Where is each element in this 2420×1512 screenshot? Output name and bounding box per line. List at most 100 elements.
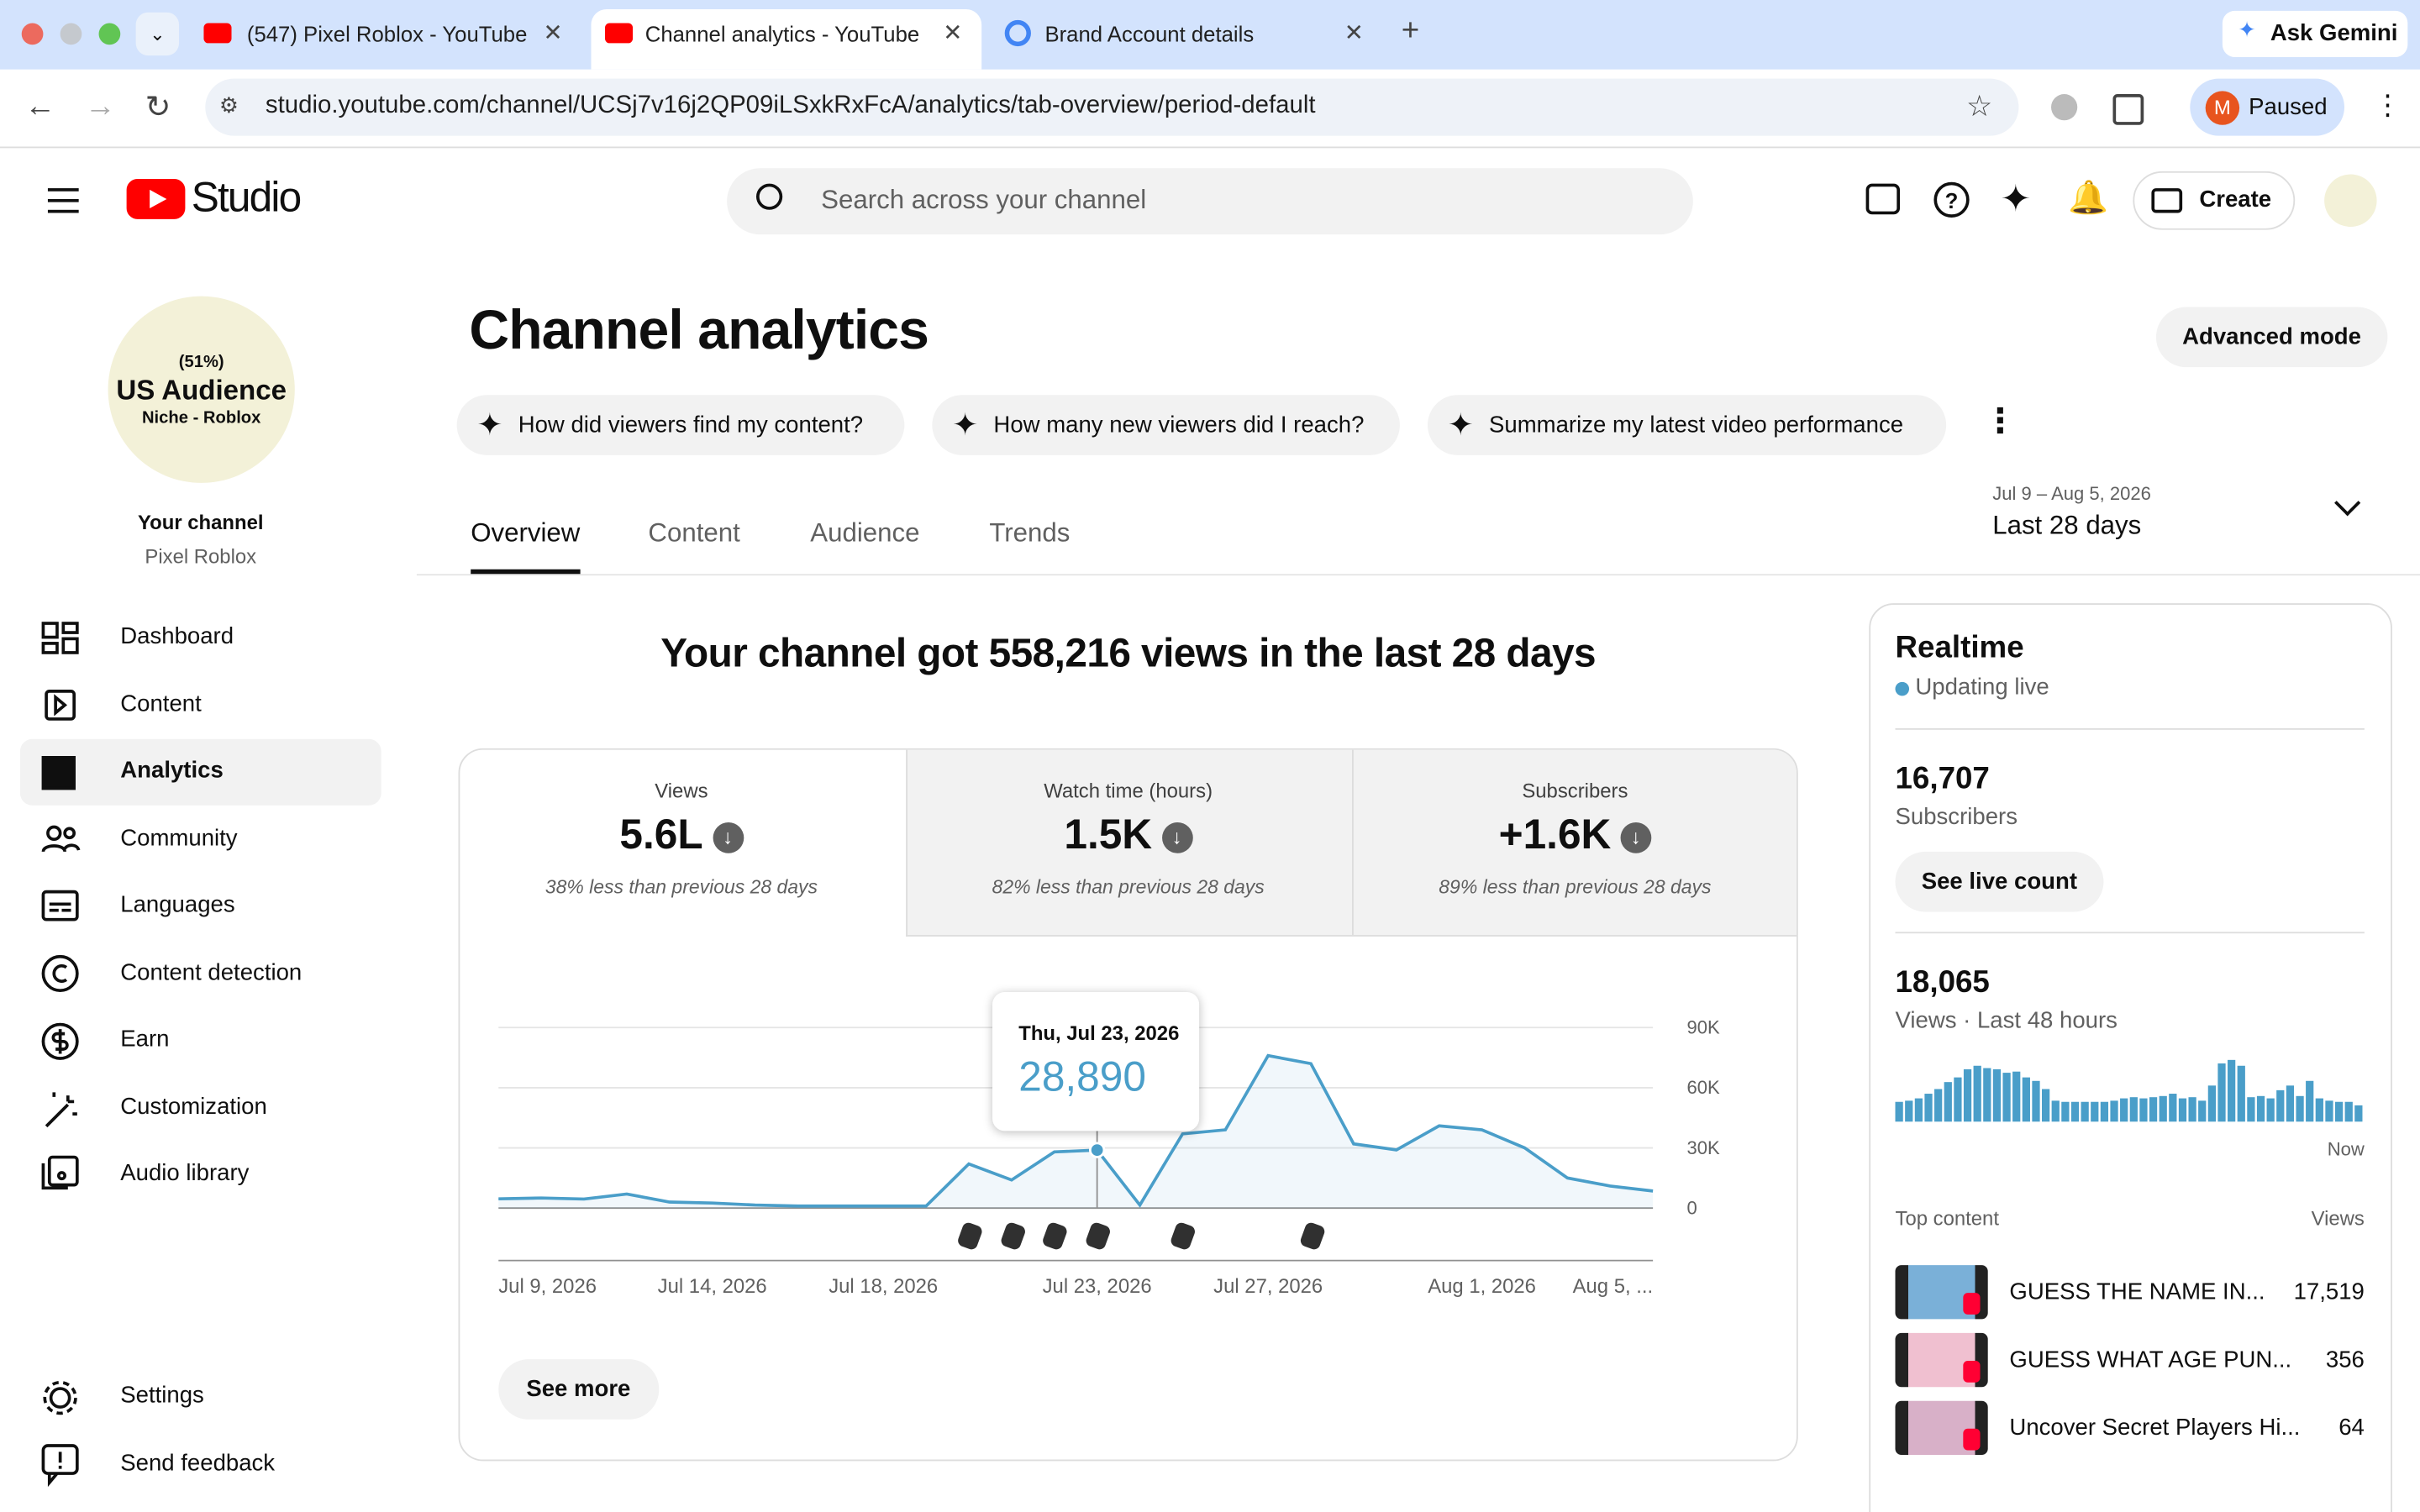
- notifications[interactable]: 🔔: [2068, 180, 2109, 217]
- tooltip-value: 28,890: [1018, 1053, 1146, 1100]
- create-button[interactable]: [2133, 171, 2296, 230]
- suggestion-chip[interactable]: ✦ How many new viewers did I reach?: [932, 395, 1400, 455]
- divider: [1895, 932, 2365, 934]
- x-tick-label: Jul 23, 2026: [1043, 1275, 1152, 1298]
- url[interactable]: studio.youtube.com/channel/UCSj7v16j2QP0…: [265, 92, 1316, 119]
- suggestion[interactable]: Summarize my latest video performance: [1489, 412, 1904, 438]
- x-tick-label: Jul 9, 2026: [498, 1275, 597, 1298]
- metric-value: +1.6K ↓: [1352, 811, 1798, 859]
- tooltip: Thu, Jul 23, 2026 28,890: [992, 992, 1200, 1131]
- create-label[interactable]: Create: [2199, 186, 2272, 213]
- active-tab[interactable]: [591, 9, 982, 70]
- logo-icon[interactable]: [126, 179, 186, 219]
- new-tab[interactable]: +: [1401, 13, 1420, 48]
- feedback-icon[interactable]: [1865, 183, 1901, 215]
- see-more-label[interactable]: See more: [526, 1376, 631, 1403]
- down-arrow: ↓: [712, 822, 744, 853]
- date-range[interactable]: Jul 9 – Aug 5, 2026: [1992, 482, 2151, 505]
- ask-gemini[interactable]: Ask Gemini: [2270, 19, 2398, 47]
- live-dot: [1895, 681, 1910, 696]
- channel-avatar[interactable]: [108, 296, 295, 483]
- bar: [2207, 1085, 2216, 1122]
- tab[interactable]: Audience: [810, 518, 920, 549]
- more-suggestions[interactable]: ⋮: [1983, 401, 2018, 440]
- views-label: Views · Last 48 hours: [1895, 1007, 2118, 1034]
- bar: [2051, 1100, 2060, 1122]
- back[interactable]: ←: [24, 89, 56, 123]
- x-tick-label: Jul 27, 2026: [1213, 1275, 1323, 1298]
- ai-icon[interactable]: ✦: [2000, 179, 2032, 221]
- y-tick-label: 30K: [1687, 1137, 1721, 1158]
- menu[interactable]: [47, 188, 79, 213]
- see-live-count[interactable]: See live count: [1895, 851, 2104, 912]
- suggestion-chip[interactable]: ✦ Summarize my latest video performance: [1427, 395, 1947, 455]
- ask-gemini-button[interactable]: [2222, 10, 2408, 57]
- thumbnail: [1895, 1265, 1988, 1320]
- down-arrow: ↓: [1620, 822, 1652, 853]
- tab[interactable]: Overview: [471, 518, 581, 549]
- bar: [2315, 1098, 2323, 1122]
- bar: [2091, 1101, 2099, 1122]
- close-window[interactable]: [21, 23, 44, 45]
- address-bar[interactable]: [205, 78, 2019, 136]
- tab-close[interactable]: ✕: [1344, 19, 1364, 47]
- bar: [2228, 1059, 2236, 1122]
- bar: [2266, 1098, 2275, 1122]
- bookmark[interactable]: ☆: [1965, 91, 1993, 123]
- suggestion[interactable]: How did viewers find my content?: [518, 412, 864, 438]
- nav-item[interactable]: Languages: [120, 891, 235, 918]
- metric-value: 5.6L ↓: [459, 811, 905, 859]
- realtime-title: Realtime: [1895, 631, 2024, 665]
- bar: [1914, 1098, 1923, 1122]
- bar: [2296, 1095, 2304, 1122]
- nav-item[interactable]: Settings: [120, 1382, 204, 1409]
- search-placeholder[interactable]: Search across your channel: [821, 185, 1147, 215]
- subscriber-count: 16,707: [1895, 762, 1990, 796]
- page-title: Channel analytics: [469, 297, 929, 361]
- nav-item[interactable]: Content: [120, 690, 202, 718]
- bar: [2100, 1101, 2109, 1122]
- tab[interactable]: Trends: [989, 518, 1071, 549]
- site-info[interactable]: ⚙: [218, 92, 239, 118]
- metric-label: Subscribers: [1522, 779, 1628, 803]
- suggestion-chip[interactable]: ✦ How did viewers find my content?: [456, 395, 905, 455]
- search-box[interactable]: [727, 168, 1693, 235]
- minimize-window[interactable]: [60, 23, 82, 45]
- logo[interactable]: Studio: [191, 174, 302, 221]
- nav-item[interactable]: Dashboard: [120, 623, 234, 650]
- subscriber-label: Subscribers: [1895, 803, 2018, 831]
- tab-search[interactable]: ⌄: [135, 12, 180, 56]
- tab-title[interactable]: Channel analytics - YouTube Studio: [644, 21, 926, 47]
- advanced-mode-label[interactable]: Advanced mode: [2182, 323, 2361, 350]
- metric-note: 89% less than previous 28 days: [1439, 876, 1712, 898]
- suggestion[interactable]: How many new viewers did I reach?: [993, 412, 1365, 438]
- bar: [2032, 1080, 2040, 1122]
- nav-item[interactable]: Analytics: [120, 757, 224, 785]
- translate[interactable]: [2051, 94, 2078, 121]
- see-live-count-label[interactable]: See live count: [1921, 869, 2078, 895]
- nav-item[interactable]: Community: [120, 825, 238, 852]
- browser-menu[interactable]: ⋮: [2373, 89, 2402, 121]
- shorts-badge: [1963, 1293, 1981, 1315]
- tab[interactable]: Content: [648, 518, 740, 549]
- nav-item[interactable]: Content detection: [120, 959, 302, 986]
- period-dropdown[interactable]: [2334, 490, 2361, 517]
- reload[interactable]: ↻: [145, 91, 171, 125]
- tab-title[interactable]: Brand Account details: [1044, 21, 1255, 47]
- maximize-window[interactable]: [98, 23, 121, 45]
- nav-item[interactable]: Earn: [120, 1026, 170, 1053]
- tab-close[interactable]: ✕: [543, 19, 563, 47]
- nav-item[interactable]: Audio library: [120, 1160, 250, 1187]
- account-avatar[interactable]: [2324, 174, 2377, 227]
- nav-item[interactable]: Send feedback: [120, 1450, 276, 1477]
- period[interactable]: Last 28 days: [1992, 510, 2142, 540]
- tab-close[interactable]: ✕: [943, 19, 963, 47]
- forward[interactable]: →: [85, 89, 116, 123]
- divider: [0, 146, 2420, 149]
- nav-item[interactable]: Customization: [120, 1094, 267, 1121]
- see-more[interactable]: See more: [498, 1359, 659, 1420]
- help-icon[interactable]: ?: [1933, 181, 1970, 218]
- extensions[interactable]: [2112, 94, 2144, 125]
- advanced-mode[interactable]: Advanced mode: [2155, 307, 2388, 368]
- tab-title[interactable]: (547) Pixel Roblox - YouTube: [246, 21, 528, 47]
